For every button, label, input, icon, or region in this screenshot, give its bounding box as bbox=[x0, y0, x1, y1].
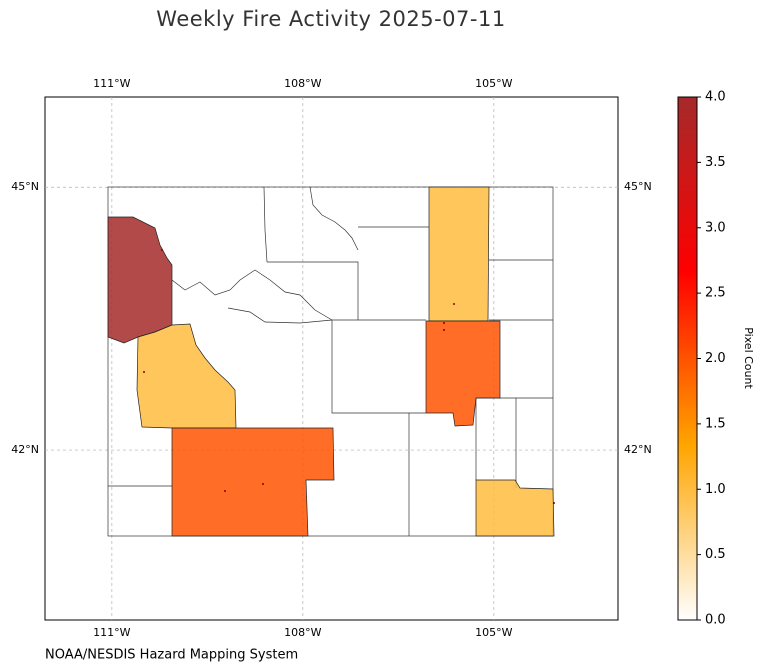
county-outlines bbox=[107, 186, 554, 537]
colorbar-tick-label: 0.0 bbox=[705, 613, 726, 628]
colorbar-label: Pixel Count bbox=[742, 327, 755, 389]
colorbar bbox=[677, 96, 698, 621]
x-tick-label-top: 111°W bbox=[93, 77, 130, 90]
county-region bbox=[425, 320, 501, 427]
fire-point bbox=[262, 483, 264, 485]
colorbar-tick-label: 1.5 bbox=[705, 416, 726, 431]
fire-regions bbox=[107, 186, 555, 537]
county-region bbox=[136, 323, 237, 429]
fire-point bbox=[553, 502, 555, 504]
colorbar-tick-label: 3.0 bbox=[705, 220, 726, 235]
map-title: Weekly Fire Activity 2025-07-11 bbox=[156, 7, 505, 31]
fire-point bbox=[143, 371, 145, 373]
colorbar-tick-label: 2.0 bbox=[705, 351, 726, 366]
x-tick-label-top: 105°W bbox=[475, 77, 512, 90]
fire-point bbox=[443, 329, 445, 331]
colorbar-tick-label: 4.0 bbox=[705, 90, 726, 105]
county-region bbox=[107, 216, 173, 344]
colorbar-tick-label: 3.5 bbox=[705, 155, 726, 170]
fire-point bbox=[224, 490, 226, 492]
colorbar-tick-label: 1.0 bbox=[705, 482, 726, 497]
x-tick-label-bottom: 105°W bbox=[475, 626, 512, 639]
y-tick-label-left: 45°N bbox=[11, 180, 39, 193]
county-region bbox=[171, 427, 335, 537]
y-tick-label-right: 45°N bbox=[624, 180, 652, 193]
x-tick-label-top: 108°W bbox=[284, 77, 321, 90]
y-tick-label-right: 42°N bbox=[624, 443, 652, 456]
fire-point bbox=[161, 249, 163, 251]
y-tick-label-left: 42°N bbox=[11, 443, 39, 456]
fire-point bbox=[453, 303, 455, 305]
fire-point bbox=[443, 322, 445, 324]
county-region bbox=[428, 186, 490, 322]
colorbar-tick-label: 0.5 bbox=[705, 547, 726, 562]
x-tick-label-bottom: 108°W bbox=[284, 626, 321, 639]
map-frame bbox=[44, 96, 619, 621]
source-note: NOAA/NESDIS Hazard Mapping System bbox=[45, 648, 298, 663]
county-region bbox=[475, 479, 555, 537]
colorbar-tick-label: 2.5 bbox=[705, 286, 726, 301]
x-tick-label-bottom: 111°W bbox=[93, 626, 130, 639]
